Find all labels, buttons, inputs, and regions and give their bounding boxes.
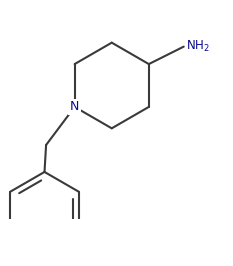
Text: NH$_2$: NH$_2$	[186, 39, 210, 54]
Text: N: N	[70, 100, 79, 113]
